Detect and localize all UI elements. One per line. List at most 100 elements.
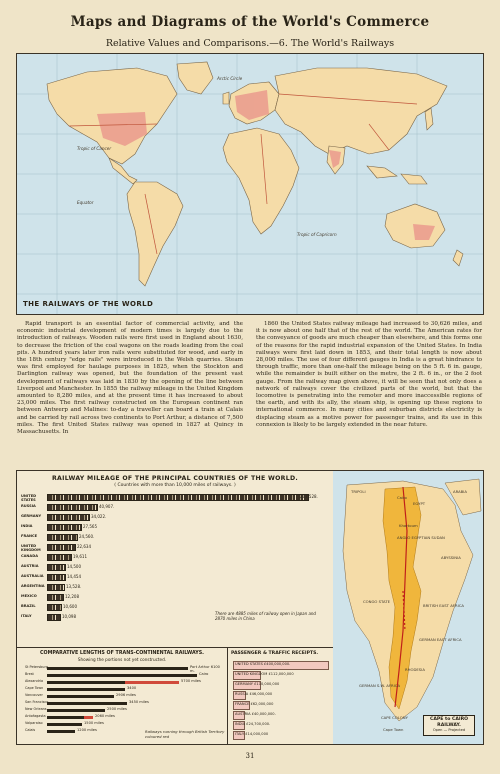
cape-map-label: BRITISH EAST AFRICA [423, 603, 464, 608]
mileage-row: FRANCE 24,560. [21, 533, 331, 541]
mileage-value-label: 34,022. [91, 514, 107, 519]
mileage-value-label: 19,611 [73, 554, 87, 559]
trans-route-value: 2906 miles [116, 693, 136, 697]
cape-map-label: ARABIA [453, 489, 468, 494]
cape-legend-open: Open [432, 728, 443, 733]
article-column-2: 1860 the United States railway mileage h… [256, 321, 482, 429]
trans-route-value: 1500 miles [84, 721, 104, 725]
mileage-chart-subtitle: ( Countries with more than 10,000 miles … [114, 483, 236, 488]
trans-route-name: Brest [25, 672, 34, 676]
mileage-row: UNITED KINGDOM 22,634 [21, 543, 331, 552]
mileage-note: There are 4885 miles of railway open in … [215, 611, 316, 621]
equator-label: Equator [77, 200, 94, 205]
trans-row: San Francisco 3450 miles [25, 700, 221, 707]
cape-to-cairo-map: EGYPT ARABIA TRIPOLI ANGLO EGYPTIAN SUDAN AB… [333, 471, 483, 744]
trans-route-name: Antofagasta [25, 714, 46, 718]
trans-row: St Petersburg Port Arthur 6100 m. [25, 665, 221, 673]
cape-map-label: Khartoum [399, 523, 418, 528]
cape-legend: Open — Projected [432, 728, 466, 733]
receipts-bar [233, 681, 261, 690]
trans-route-value: 5700 miles [181, 679, 201, 683]
receipts-bar [233, 721, 245, 730]
receipts-label: FRANCE £62,000,000 [235, 702, 274, 706]
mileage-bar [47, 594, 64, 601]
mileage-row: ARGENTINA 13,528. [21, 583, 331, 591]
cape-map-label: CAPE COLONY [381, 715, 408, 720]
receipts-label: UNITED KINGDOM £112,000,000 [235, 672, 294, 676]
mileage-row: CANADA 19,611 [21, 553, 331, 561]
trans-route-value: 2500 miles [107, 707, 127, 711]
mileage-country-label: AUSTRALIA [21, 574, 44, 578]
cape-map-label: Cairo [397, 495, 407, 500]
article-paragraph: 1860 the United States railway mileage h… [256, 321, 482, 428]
mileage-country-label: UNITED KINGDOM [21, 544, 41, 552]
mileage-value-label: 12,208 [65, 594, 79, 599]
mileage-bar [47, 584, 65, 591]
mileage-bar [47, 614, 61, 621]
page-number: 31 [245, 752, 255, 760]
mileage-bar [47, 574, 66, 581]
mileage-value-label: 14,500 [67, 564, 81, 569]
mileage-bar [47, 504, 98, 511]
trans-route-value: 1200 miles [77, 728, 97, 732]
mileage-chart: RAILWAY MILEAGE OF THE PRINCIPAL COUNTRI… [17, 471, 334, 648]
trans-continental-chart: COMPARATIVE LENGTHS OF TRANS-CONTINENTAL… [17, 647, 228, 744]
trans-route-bar [47, 674, 197, 677]
cape-map-label: TRIPOLI [351, 489, 366, 494]
mileage-value-label: 14,454 [67, 574, 81, 579]
receipts-label: UNITED STATES £400,000,000. [235, 662, 291, 666]
trans-chart-title: COMPARATIVE LENGTHS OF TRANS-CONTINENTAL… [40, 651, 204, 656]
mileage-country-label: GERMANY [21, 514, 42, 518]
charts-panel: RAILWAY MILEAGE OF THE PRINCIPAL COUNTRI… [16, 470, 484, 745]
trans-route-bar [47, 730, 75, 733]
mileage-country-label: MEXICO [21, 594, 37, 598]
mileage-country-label: UNITED STATES [21, 494, 37, 502]
cape-map-caption: CAPE to CAIRO RAILWAY. Open — Projected [423, 715, 475, 736]
cape-map-label: RHODESIA [405, 667, 425, 672]
mileage-row: MEXICO 12,208 [21, 593, 331, 601]
mileage-bar [47, 534, 78, 541]
receipts-bar [233, 731, 245, 740]
receipts-bar [233, 701, 250, 710]
receipts-label: ITALY £14,000,000 [235, 732, 269, 736]
mileage-bar [47, 604, 62, 611]
trans-row: Valparaiso 1500 miles [25, 721, 221, 728]
trans-route-bar [47, 695, 114, 698]
mileage-chart-title: RAILWAY MILEAGE OF THE PRINCIPAL COUNTRI… [51, 475, 299, 482]
page-title: Maps and Diagrams of the World's Commerc… [70, 14, 430, 30]
cape-map-label: CONGO STATE [363, 599, 391, 604]
mileage-value-label: 24,560. [79, 534, 95, 539]
trans-route-name: Vancouver [25, 693, 43, 697]
trans-row: Cape Town 3400 [25, 686, 221, 693]
receipts-label: AUSTRIA £40,000,000. [235, 712, 276, 716]
receipts-bar [233, 691, 246, 700]
mileage-row: GERMANY 34,022. [21, 513, 331, 521]
article-column-1: Rapid transport is an essential factor o… [17, 321, 243, 436]
trans-row: Alexandria 5700 miles [25, 679, 221, 686]
mileage-country-label: AUSTRIA [21, 564, 39, 568]
mileage-value-label: 40,907. [99, 504, 115, 509]
trans-row: Antofagasta 2060 miles [25, 714, 221, 721]
trans-unbuilt-segment [125, 681, 179, 684]
page-subtitle: Relative Values and Comparisons.—6. The … [105, 38, 395, 49]
trans-unbuilt-segment [84, 716, 93, 719]
cape-map-label: EGYPT [413, 501, 426, 506]
trans-route-name: Cape Town [25, 686, 44, 690]
receipts-chart: PASSENGER & TRAFFIC RECEIPTS. UNITED STA… [227, 647, 333, 744]
mileage-value-label: 22,634 [77, 544, 91, 549]
cape-map-label: GERMAN EAST AFRICA [419, 637, 462, 642]
receipts-label: RUSSIA £46,000,000 [235, 692, 273, 696]
trans-legend: Railways running through British Territo… [145, 729, 225, 739]
trans-row: New Orleans 2500 miles [25, 707, 221, 714]
mileage-bar [47, 564, 66, 571]
trans-route-name: New Orleans [25, 707, 47, 711]
trans-route-bar [47, 716, 93, 719]
tropic-capricorn-label: Tropic of Capricorn [297, 232, 337, 237]
trans-route-name: Alexandria [25, 679, 44, 683]
mileage-value-label: 217,528. [300, 494, 318, 499]
cape-caption-title: CAPE to CAIRO RAILWAY. [429, 717, 469, 728]
receipts-chart-title: PASSENGER & TRAFFIC RECEIPTS. [231, 651, 319, 656]
map-caption: THE RAILWAYS OF THE WORLD [23, 300, 154, 308]
mileage-country-label: BRAZIL [21, 604, 36, 608]
world-railway-map: Tropic of Cancer Equator Tropic of Capri… [16, 53, 484, 315]
